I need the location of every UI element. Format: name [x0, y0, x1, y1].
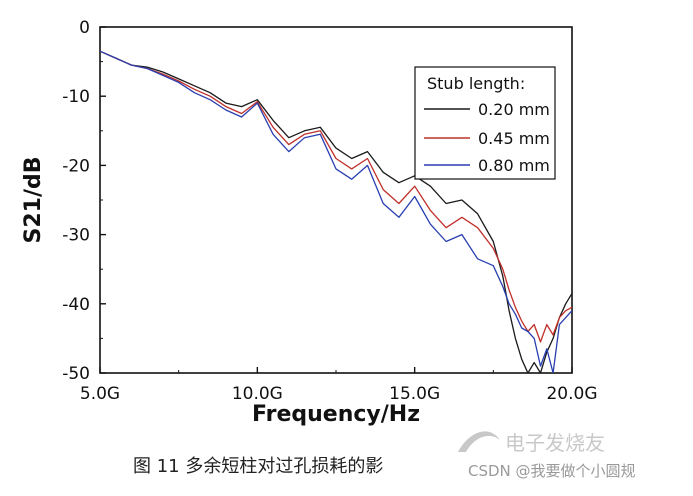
y-tick-label: -50	[62, 364, 90, 384]
series-line-0-80-mm	[100, 50, 572, 373]
y-tick-label: -10	[62, 87, 90, 107]
x-tick-label: 15.0G	[389, 384, 440, 404]
legend-label-0-80-mm: 0.80 mm	[478, 156, 550, 175]
watermark-logo-text: 电子发烧友	[505, 431, 605, 455]
y-tick-label: -40	[62, 295, 90, 315]
watermark-swoosh-icon	[458, 431, 500, 452]
watermark-logo: 电子发烧友	[458, 431, 605, 455]
figure-caption: 图 11 多余短柱对过孔损耗的影	[133, 456, 383, 477]
x-tick-label: 10.0G	[232, 384, 283, 404]
x-tick-label: 5.0G	[80, 384, 120, 404]
axis-ticks: 5.0G 10.0G 15.0G 20.0G 0 -10 -20 -30 -40 -50	[62, 18, 597, 404]
y-tick-label: 0	[79, 18, 90, 38]
legend: Stub length: 0.20 mm 0.45 mm 0.80 mm	[414, 66, 556, 180]
series-group	[100, 50, 572, 373]
legend-label-0-45-mm: 0.45 mm	[478, 129, 550, 148]
legend-box	[414, 66, 556, 180]
y-tick-label: -20	[62, 156, 90, 176]
y-tick-label: -30	[62, 226, 90, 246]
x-axis-label: Frequency/Hz	[252, 402, 420, 427]
legend-title: Stub length:	[427, 74, 525, 93]
legend-label-0-20-mm: 0.20 mm	[478, 100, 550, 119]
y-axis-label: S21/dB	[21, 156, 46, 243]
x-tick-label: 20.0G	[546, 384, 597, 404]
series-line-0-20-mm	[100, 50, 572, 373]
series-line-0-45-mm	[100, 50, 572, 343]
watermark-credit: CSDN @我要做个小圆规	[468, 462, 636, 480]
